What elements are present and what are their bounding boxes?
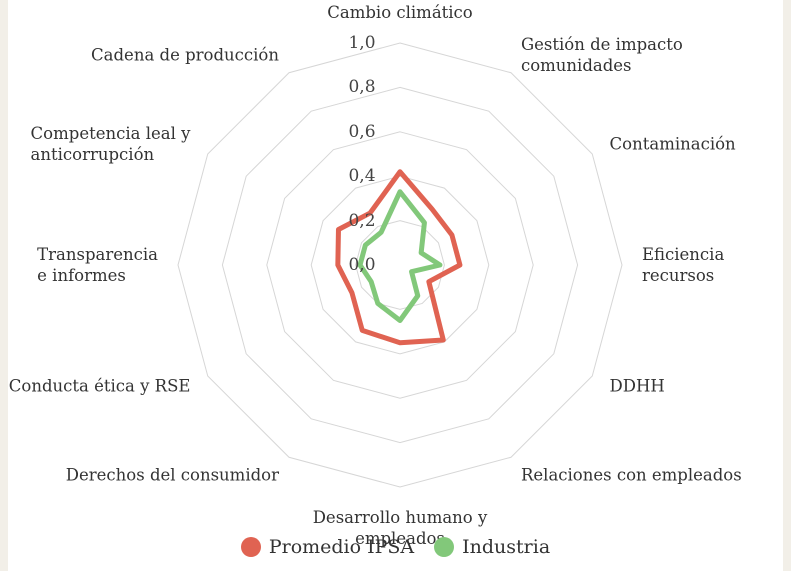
legend-item: Promedio IPSA xyxy=(240,536,415,558)
category-label: DDHH xyxy=(609,376,665,396)
legend-swatch xyxy=(240,537,261,557)
y-tick-label: 0,2 xyxy=(348,210,376,231)
category-label: Transparencia e informes xyxy=(37,245,159,285)
panel xyxy=(8,0,783,571)
grid-ring xyxy=(221,86,579,444)
y-tick-label: 0,4 xyxy=(348,166,376,187)
y-tick-label: 1,0 xyxy=(348,33,376,53)
series-line xyxy=(357,189,443,323)
category-label: Competencia leal y anticorrupción xyxy=(30,124,191,164)
grid-ring xyxy=(266,131,534,399)
category-label: Relaciones con empleados xyxy=(520,465,742,485)
grid-ring xyxy=(310,175,490,355)
legend-swatch xyxy=(434,537,455,557)
y-tick-label: 0,6 xyxy=(348,121,376,142)
series-line xyxy=(335,169,463,346)
legend: Promedio IPSA Industria xyxy=(0,536,791,562)
legend-label: Industria xyxy=(462,536,551,558)
y-tick-label: 0,0 xyxy=(348,255,376,275)
y-tick-label: 0,8 xyxy=(348,77,376,98)
category-label: Gestión de impacto comunidades xyxy=(520,35,683,76)
category-label: Conducta ética y RSE xyxy=(8,376,191,396)
category-label: Cadena de producción xyxy=(91,45,279,65)
grid-ring xyxy=(177,42,623,488)
category-label: Eficiencia recursos xyxy=(641,245,725,285)
grid-ring xyxy=(355,220,445,310)
legend-item: Industria xyxy=(434,536,550,558)
legend-label: Promedio IPSA xyxy=(268,536,415,558)
category-label: Desarrollo humano y empleados xyxy=(312,507,488,548)
category-label: Cambio climático xyxy=(327,3,473,23)
category-label: Derechos del consumidor xyxy=(65,465,279,485)
category-label: Contaminación xyxy=(609,134,736,154)
